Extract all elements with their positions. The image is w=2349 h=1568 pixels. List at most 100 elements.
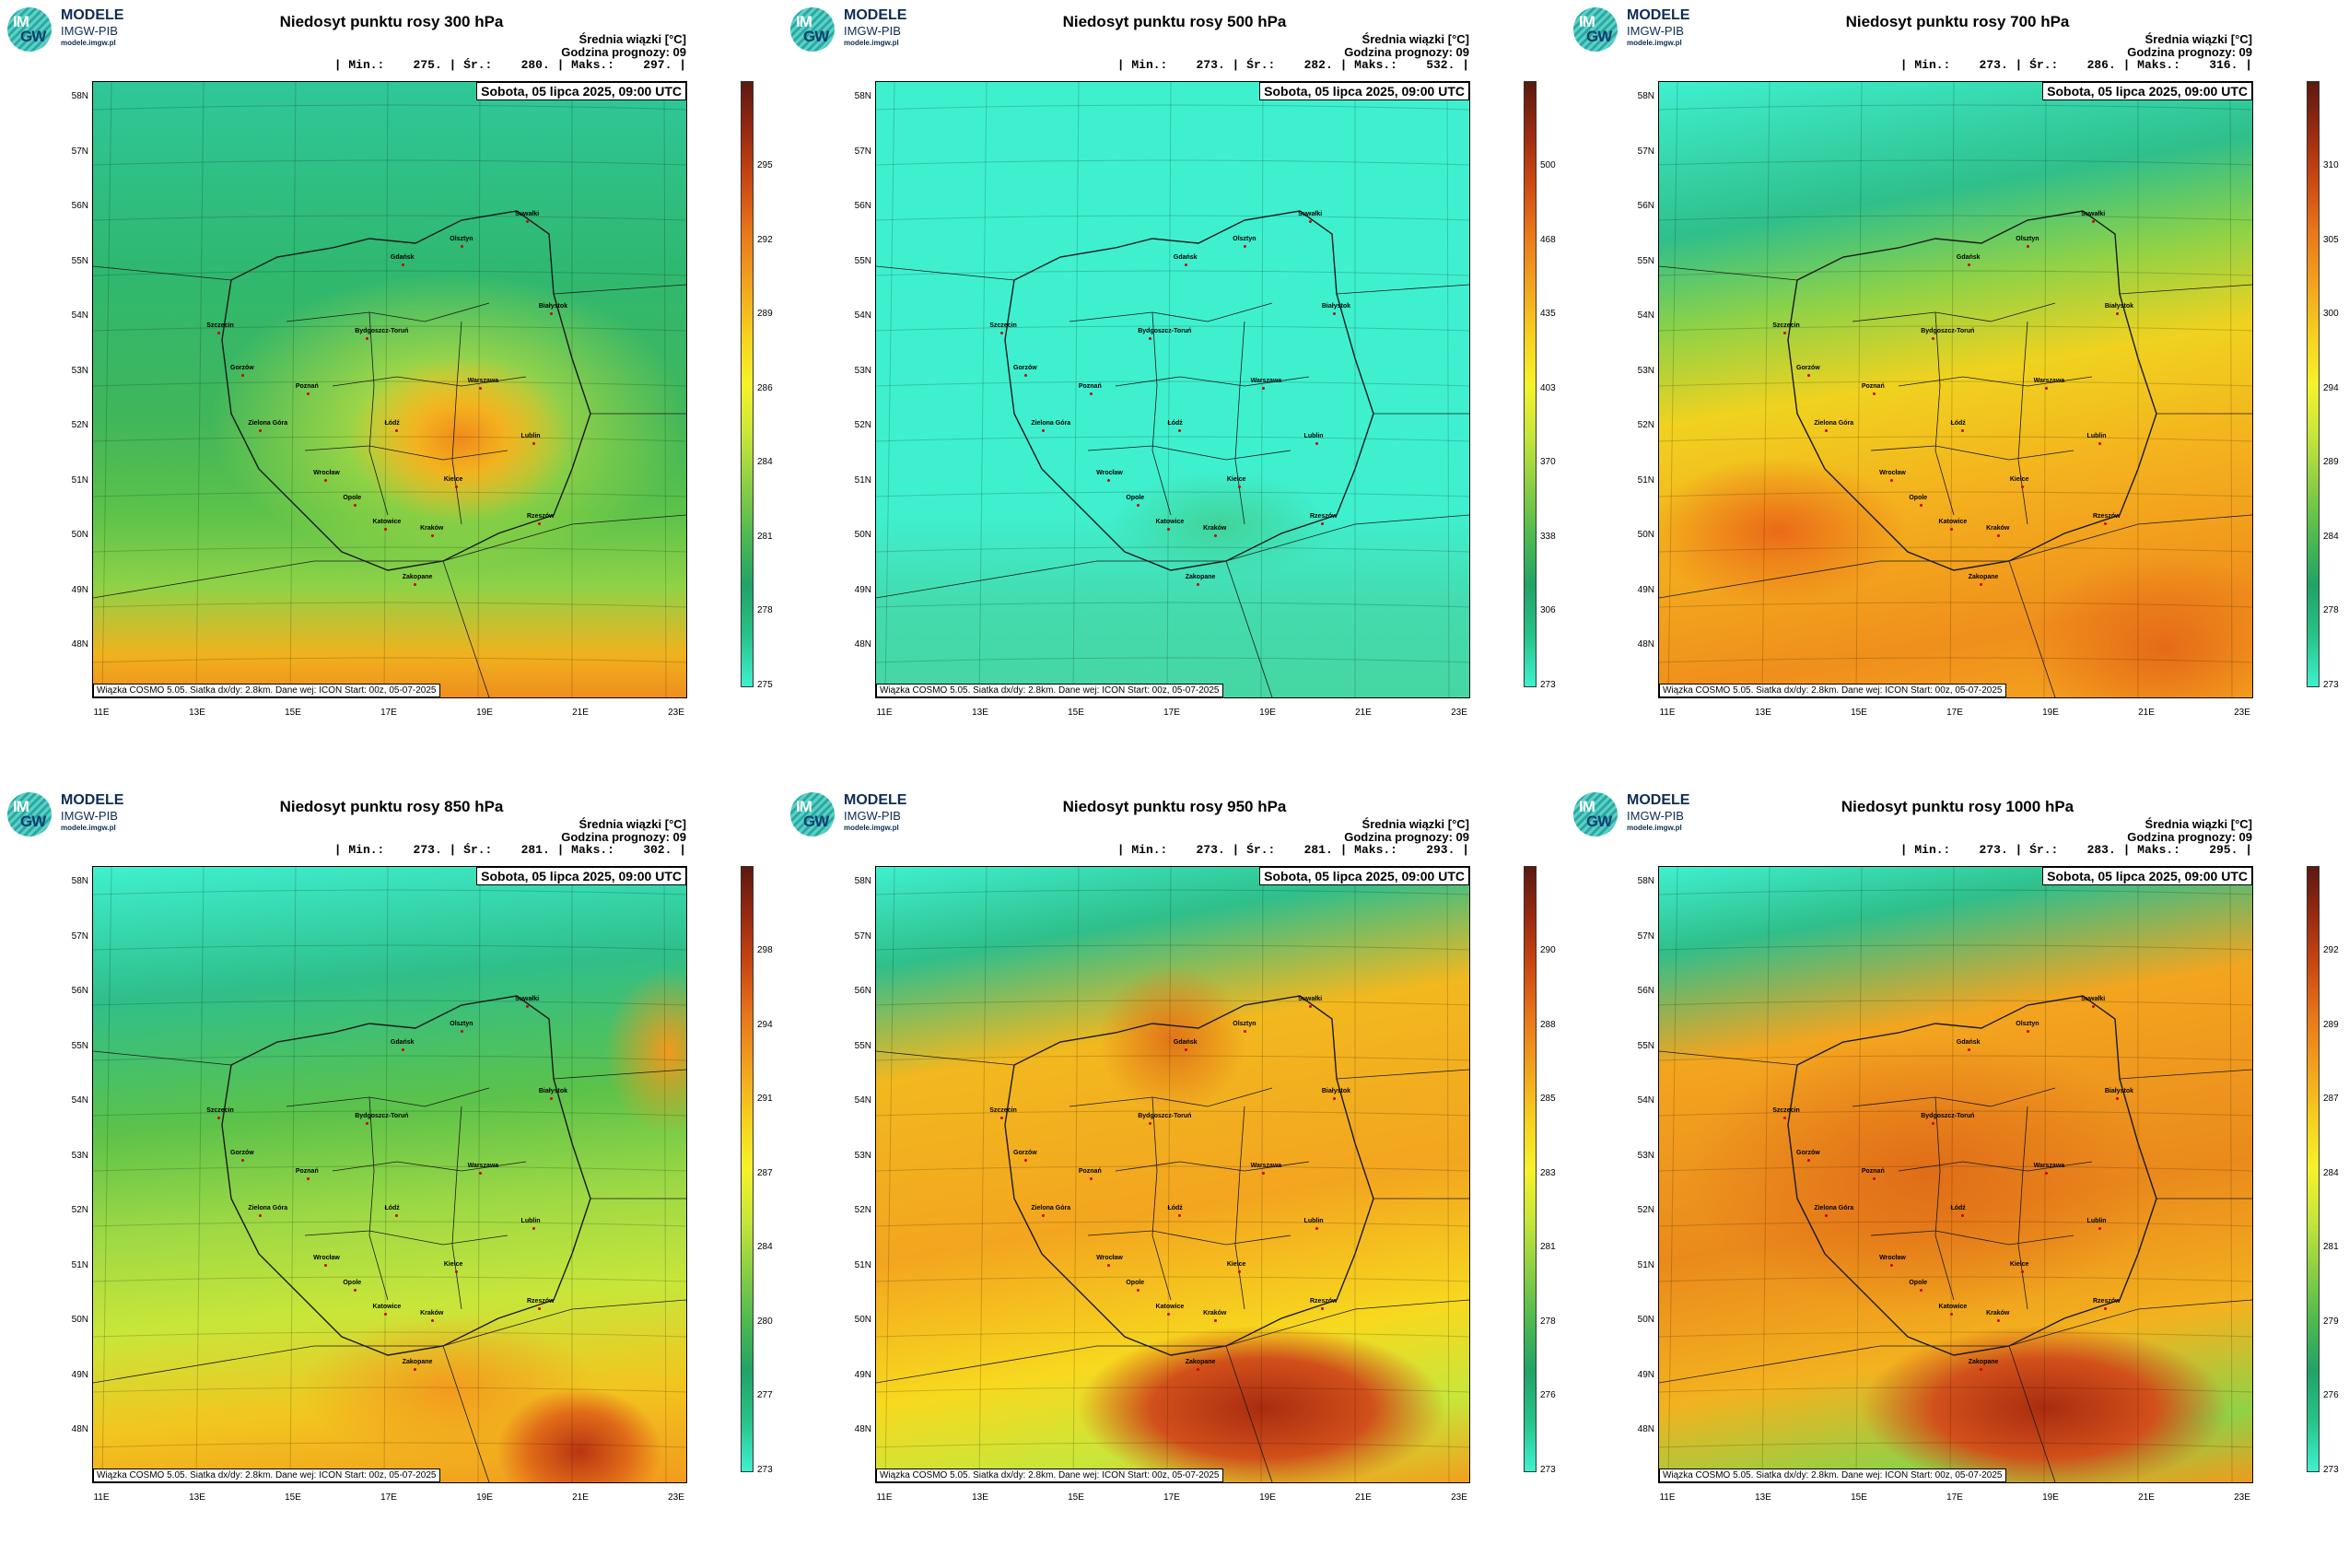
city-marker [549,1097,553,1101]
longitude-line [477,867,481,1482]
city-label: Warszawa [2033,1162,2065,1169]
forecast-date: Sobota, 05 lipca 2025, 09:00 UTC [476,82,686,100]
longitude-label: 17E [1163,708,1180,718]
city-label: Gorzów [230,365,254,372]
longitude-label: 17E [1946,1492,1963,1503]
city-marker [431,533,435,537]
latitude-label: 55N [1637,255,1654,266]
city-label: Szczecin [206,1106,234,1114]
city-marker [1961,429,1965,433]
latitude-label: 57N [854,930,871,942]
map-area: Sobota, 05 lipca 2025, 09:00 UTC Wiązka … [875,81,1470,698]
latitude-line [1659,889,2252,895]
latitude-label: 52N [1637,420,1654,430]
latitude-line [1659,436,2252,442]
latitude-line [93,491,686,497]
latitude-label: 55N [1637,1040,1654,1051]
longitude-label: 21E [2138,708,2155,718]
city-label: Zielona Góra [1031,420,1071,427]
city-label: Katowice [372,519,402,526]
city-label: Szczecin [206,322,234,329]
logo-sub: IMGW-PIB [1627,24,1684,38]
colorbar-tick: 295 [757,160,773,170]
longitude-line [884,82,895,697]
longitude-label: 13E [189,708,205,718]
latitude-label: 54N [71,1095,88,1106]
map-field [93,867,686,1482]
city-label: Kielce [443,1260,463,1268]
latitude-line [876,546,1469,553]
city-marker [2115,312,2119,316]
city-marker [526,1005,530,1009]
latitude-label: 50N [1637,530,1654,540]
ensemble-label: Średnia wiązki [°C] [2144,817,2252,831]
city-label: Kraków [420,524,444,532]
latitude-label: 58N [854,876,871,886]
latitude-line [1659,270,2252,276]
city-label: Olsztyn [1233,1021,1256,1027]
latitude-label: 57N [1637,146,1654,157]
city-marker [241,1159,244,1163]
colorbar-tick: 288 [1540,1019,1556,1030]
latitude-line [876,380,1469,387]
panel-title: Niedosyt punktu rosy 850 hPa [279,798,504,815]
colorbar-tick: 298 [757,945,773,955]
colorbar-tick: 281 [1540,1242,1556,1252]
city-marker [354,1288,357,1292]
colorbar-tick: 435 [1540,309,1556,319]
latitude-line [93,1387,686,1393]
latitude-line [1659,1110,2252,1117]
map-overlay [93,82,686,697]
longitude-line [1761,82,1771,697]
city-marker [1807,1159,1810,1163]
city-marker [1000,331,1004,334]
colorbar-tick: 289 [2323,1019,2339,1030]
city-marker [413,583,416,587]
city-label: Suwałki [2081,211,2106,218]
city-label: Kraków [1986,524,2010,532]
city-label: Olsztyn [450,236,473,242]
longitude-label: 17E [380,708,397,718]
city-label: Gdańsk [1173,254,1198,262]
city-marker [478,386,482,390]
latitude-label: 58N [854,91,871,101]
city-label: Olsztyn [450,1021,473,1027]
logo-mark-bottom: GW [1586,813,1612,830]
city-label: Białystok [2104,303,2133,310]
city-label: Lublin [1303,432,1324,439]
latitude-label: 55N [854,1040,871,1051]
city-label: Poznań [1078,1168,1102,1176]
city-marker [395,429,399,433]
longitude-line [2229,82,2233,697]
stats-line: | Min.: 275. | Śr.: 280. | Maks.: 297. | [333,58,686,72]
colorbar-tick: 300 [2323,309,2339,319]
forecast-panel: IM GW MODELE IMGW-PIB modele.imgw.pl Nied… [783,0,1566,783]
city-label: Rzeszów [2093,1297,2121,1305]
city-marker [1932,1122,1935,1126]
colorbar-tick: 278 [757,605,773,615]
map-overlay [876,82,1469,697]
colorbar-tick: 291 [757,1094,773,1104]
city-label: Zakopane [1968,1359,1999,1366]
latitude-line [1659,1000,2252,1006]
longitude-line [477,82,481,697]
city-label: Szczecin [1772,322,1800,329]
latitude-label: 55N [71,1040,88,1051]
city-marker [1309,220,1313,224]
latitude-label: 55N [854,255,871,266]
colorbar-tick: 276 [2323,1390,2339,1400]
city-marker [395,1214,399,1218]
map-field [876,82,1469,697]
forecast-panel: IM GW MODELE IMGW-PIB modele.imgw.pl Nied… [0,0,783,783]
imgw-logo: IM GW MODELE IMGW-PIB modele.imgw.pl [790,792,956,838]
city-marker [2104,521,2107,525]
latitude-line [1659,1165,2252,1172]
latitude-line [876,944,1469,951]
city-marker [1315,1226,1318,1230]
city-label: Poznań [295,1168,319,1176]
latitude-line [876,1000,1469,1006]
colorbar-tick: 279 [2323,1316,2339,1327]
latitude-line [1659,215,2252,221]
ensemble-label: Średnia wiązki [°C] [2144,32,2252,46]
logo-mark-top: IM [796,798,812,815]
